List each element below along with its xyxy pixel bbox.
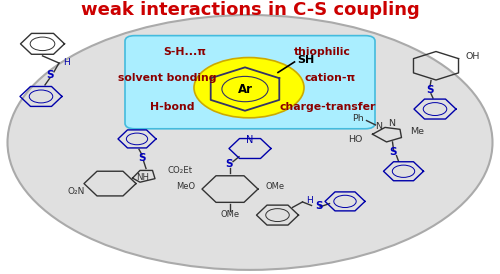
Text: CO₂Et: CO₂Et xyxy=(168,166,192,175)
Text: N: N xyxy=(246,135,254,145)
Text: SH: SH xyxy=(297,55,314,65)
Text: S: S xyxy=(390,147,397,157)
Text: solvent bonding: solvent bonding xyxy=(118,73,217,83)
Text: MeO: MeO xyxy=(176,182,195,191)
FancyBboxPatch shape xyxy=(125,36,375,129)
Text: N: N xyxy=(376,122,382,131)
Ellipse shape xyxy=(8,15,492,270)
Text: S: S xyxy=(46,70,54,79)
Text: Me: Me xyxy=(410,127,424,136)
Text: OH: OH xyxy=(465,53,479,61)
Text: cation-π: cation-π xyxy=(304,73,356,83)
Text: N: N xyxy=(388,119,396,128)
Text: H: H xyxy=(63,58,70,67)
Text: H-bond: H-bond xyxy=(150,102,195,112)
Text: OMe: OMe xyxy=(220,210,240,219)
Text: H: H xyxy=(306,196,314,204)
Text: NH: NH xyxy=(136,173,149,182)
Text: S-H...π: S-H...π xyxy=(164,47,206,57)
Circle shape xyxy=(194,58,304,118)
Text: charge-transfer: charge-transfer xyxy=(280,102,376,112)
Text: HO: HO xyxy=(348,135,362,144)
Text: weak interactions in C-S coupling: weak interactions in C-S coupling xyxy=(80,1,419,19)
Text: S: S xyxy=(225,159,233,169)
Text: Ar: Ar xyxy=(238,82,252,96)
Text: O₂N: O₂N xyxy=(68,187,84,196)
Text: thiophilic: thiophilic xyxy=(294,47,351,57)
Text: S: S xyxy=(138,153,146,163)
Text: S: S xyxy=(315,201,322,211)
Text: Ph: Ph xyxy=(352,114,364,123)
Text: S: S xyxy=(426,85,434,95)
Text: OMe: OMe xyxy=(265,182,284,191)
